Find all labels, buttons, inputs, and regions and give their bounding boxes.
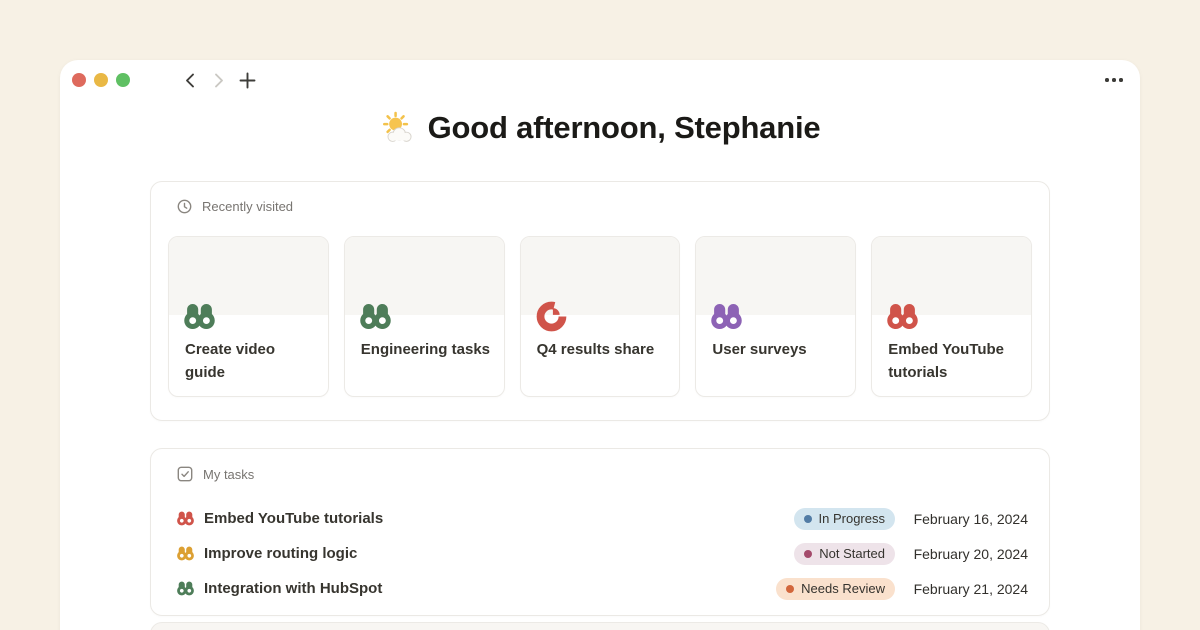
- card-cover: [872, 237, 1031, 315]
- status-dot-icon: [804, 549, 813, 558]
- task-due-date[interactable]: February 21, 2024: [913, 580, 1028, 597]
- recently-visited-label: Recently visited: [202, 199, 294, 214]
- greeting-header: Good afternoon, Stephanie: [60, 106, 1140, 150]
- task-row[interactable]: Embed YouTube tutorials In Progress Febr…: [177, 501, 1028, 536]
- recent-card[interactable]: Engineering tasks: [343, 236, 505, 397]
- task-title: Embed YouTube tutorials: [204, 510, 384, 527]
- recently-visited-section: Recently visited Create video guide Engi…: [150, 181, 1050, 421]
- recent-card[interactable]: User surveys: [695, 236, 857, 397]
- task-list: Embed YouTube tutorials In Progress Febr…: [177, 501, 1028, 606]
- card-cover: [696, 237, 856, 315]
- minimize-window-button[interactable]: [94, 73, 108, 87]
- toolbar: [60, 60, 1140, 100]
- forward-icon[interactable]: [212, 72, 226, 89]
- status-label: In Progress: [818, 511, 885, 526]
- recent-card[interactable]: Embed YouTube tutorials: [871, 236, 1032, 397]
- status-dot-icon: [803, 514, 812, 523]
- sun-behind-cloud-emoji: [382, 111, 412, 142]
- card-title: Create video guide: [185, 341, 276, 381]
- task-row[interactable]: Improve routing logic Not Started Februa…: [177, 536, 1028, 571]
- clock-icon: [177, 199, 192, 214]
- donut-chart-icon: [536, 301, 567, 332]
- recently-visited-header: Recently visited: [177, 199, 293, 214]
- binoculars-icon: [711, 303, 743, 330]
- status-dot-icon: [786, 584, 795, 593]
- next-section-peek: [150, 622, 1050, 630]
- binoculars-icon: [887, 303, 918, 330]
- binoculars-icon: [177, 546, 194, 561]
- task-due-date[interactable]: February 16, 2024: [913, 510, 1028, 527]
- card-title: Engineering tasks: [360, 341, 491, 358]
- my-tasks-label: My tasks: [203, 466, 255, 482]
- task-due-date[interactable]: February 20, 2024: [913, 545, 1028, 562]
- recent-card[interactable]: Create video guide: [168, 236, 329, 397]
- binoculars-icon: [184, 303, 215, 330]
- status-label: Not Started: [819, 546, 885, 561]
- recent-cards-row: Create video guide Engineering tasks Q4 …: [168, 236, 1032, 397]
- maximize-window-button[interactable]: [116, 73, 130, 87]
- card-cover: [344, 237, 504, 315]
- card-title: Q4 results share: [536, 341, 655, 358]
- status-label: Needs Review: [801, 581, 885, 596]
- more-options-icon[interactable]: [1105, 78, 1123, 82]
- binoculars-icon: [177, 511, 194, 526]
- back-icon[interactable]: [183, 72, 197, 89]
- card-title: User surveys: [712, 341, 807, 358]
- task-title: Improve routing logic: [204, 545, 358, 562]
- status-badge[interactable]: In Progress: [793, 507, 895, 530]
- card-cover: [520, 237, 680, 315]
- binoculars-icon: [177, 581, 194, 596]
- card-cover: [169, 237, 328, 315]
- my-tasks-section: My tasks Embed YouTube tutorials In Prog…: [150, 448, 1050, 616]
- task-title: Integration with HubSpot: [204, 580, 383, 597]
- close-window-button[interactable]: [72, 73, 86, 87]
- page-title: Good afternoon, Stephanie: [427, 110, 821, 145]
- task-row[interactable]: Integration with HubSpot Needs Review Fe…: [177, 571, 1028, 606]
- my-tasks-header: My tasks: [177, 466, 254, 482]
- binoculars-icon: [360, 303, 391, 330]
- status-badge[interactable]: Not Started: [794, 542, 895, 565]
- recent-card[interactable]: Q4 results share: [519, 236, 681, 397]
- new-page-icon[interactable]: [239, 72, 256, 89]
- card-title: Embed YouTube tutorials: [888, 341, 1005, 381]
- window-controls: [72, 73, 130, 87]
- checkbox-icon: [177, 466, 193, 482]
- status-badge[interactable]: Needs Review: [776, 577, 895, 600]
- app-window: Good afternoon, Stephanie Recently visit…: [60, 60, 1140, 630]
- menu-icon[interactable]: [148, 72, 168, 89]
